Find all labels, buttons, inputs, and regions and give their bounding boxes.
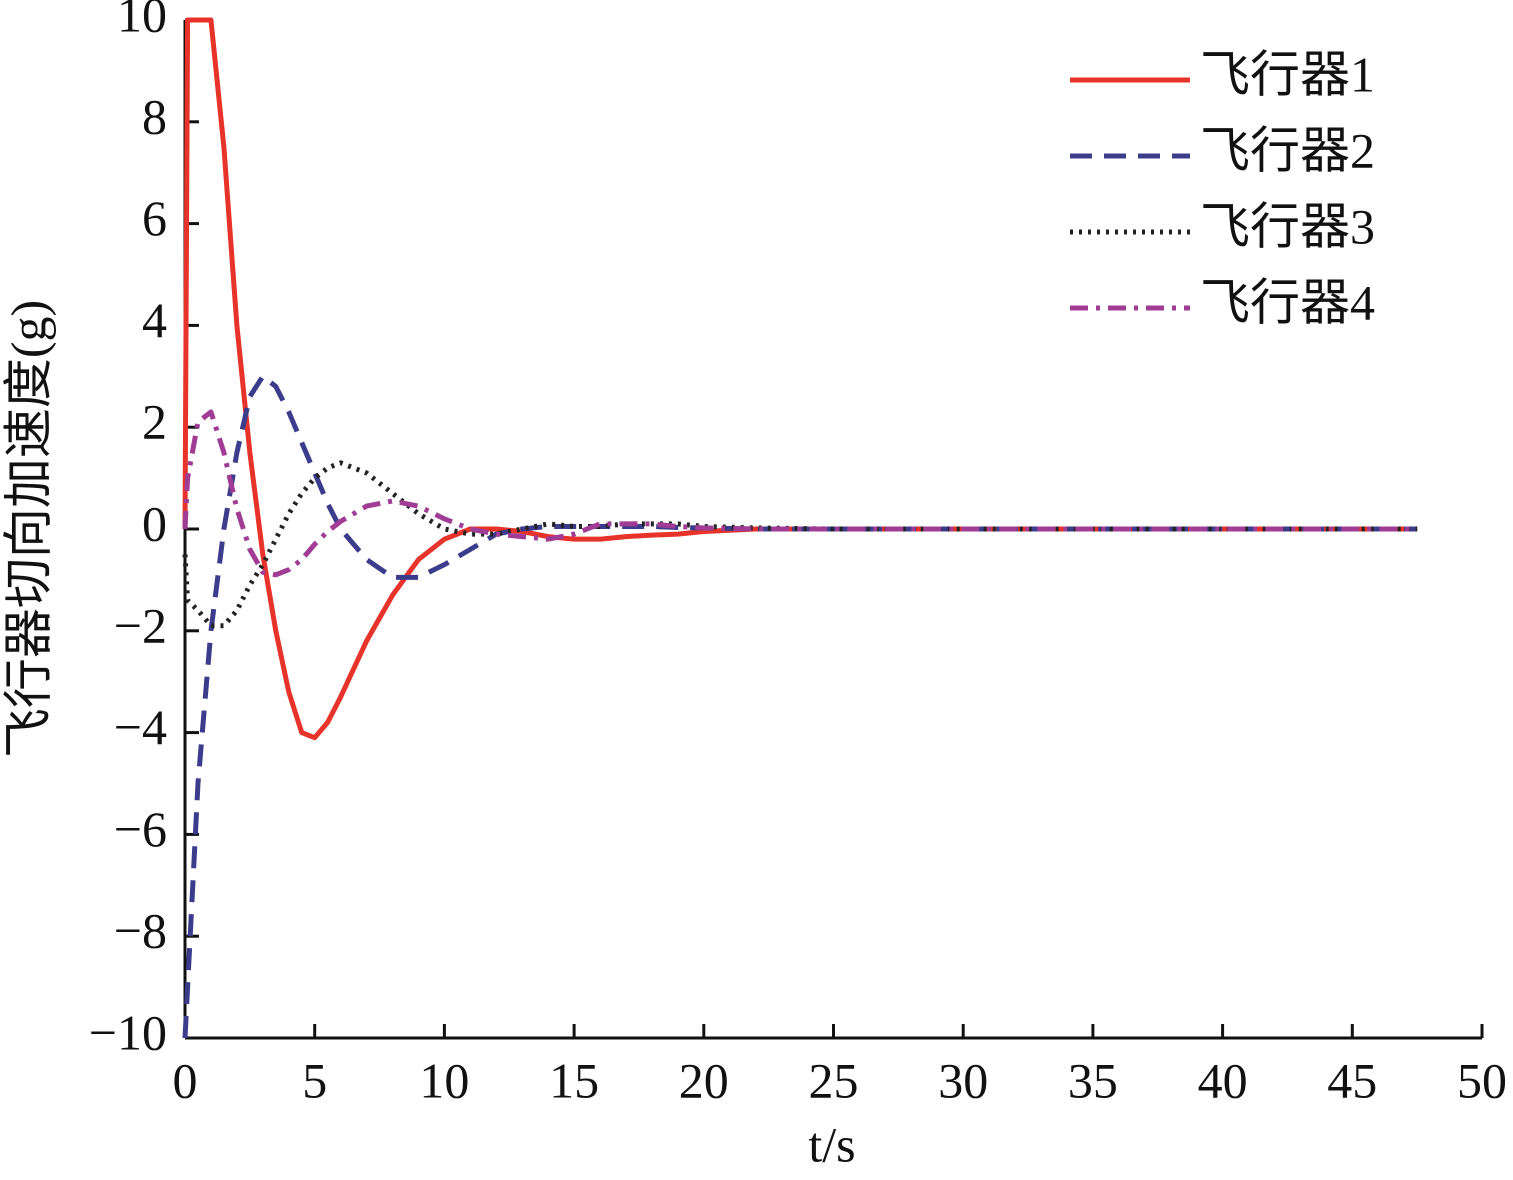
x-tick-label: 50: [1457, 1052, 1507, 1108]
y-tick-label: 4: [142, 292, 167, 348]
x-tick-label: 40: [1198, 1052, 1248, 1108]
y-tick-label: 10: [117, 0, 167, 42]
x-tick-label: 35: [1068, 1052, 1118, 1108]
legend-label: 飞行器1: [1200, 46, 1375, 102]
legend-label: 飞行器3: [1200, 198, 1375, 254]
legend-label: 飞行器2: [1200, 122, 1375, 178]
x-tick-label: 25: [809, 1052, 859, 1108]
data-line: [182, 409, 1418, 578]
y-tick-label: 2: [142, 394, 167, 450]
y-tick-label: −4: [114, 699, 167, 755]
y-tick-label: 8: [142, 88, 167, 144]
x-tick-label: 5: [302, 1052, 327, 1108]
y-tick-label: 0: [142, 495, 167, 551]
y-tick-label: −10: [89, 1004, 167, 1060]
x-tick-label: 30: [938, 1052, 988, 1108]
x-tick-label: 20: [679, 1052, 729, 1108]
x-tick-label: 15: [549, 1052, 599, 1108]
y-axis-label: 飞行器切向加速度(g): [0, 300, 56, 758]
x-tick-label: 45: [1327, 1052, 1377, 1108]
x-tick-label: 0: [173, 1052, 198, 1108]
y-tick-label: −8: [114, 903, 167, 959]
x-axis-label: t/s: [808, 1116, 855, 1172]
data-line: [182, 373, 1418, 1039]
y-tick-label: 6: [142, 190, 167, 246]
legend-label: 飞行器4: [1200, 274, 1375, 330]
data-line: [182, 460, 1418, 629]
y-tick-label: −2: [114, 597, 167, 653]
x-tick-label: 10: [419, 1052, 469, 1108]
y-tick-label: −6: [114, 801, 167, 857]
